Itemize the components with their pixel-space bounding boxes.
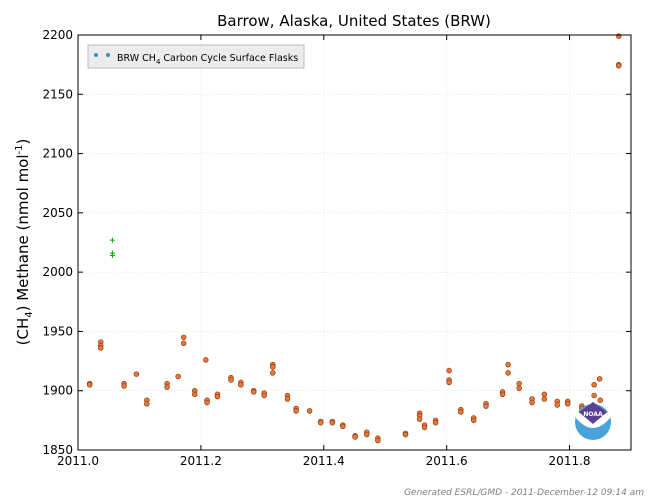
y-tick-label: 1950 — [42, 324, 73, 338]
legend-box — [87, 44, 305, 69]
data-point — [470, 417, 477, 424]
data-point — [180, 340, 187, 347]
logo-text: NOAA — [583, 411, 603, 418]
data-point — [261, 392, 267, 399]
data-point — [615, 63, 622, 69]
y-axis-label: (CH4) Methane (nmol mol-1) — [14, 139, 35, 346]
data-point — [505, 370, 511, 376]
data-point — [421, 424, 428, 431]
data-point — [175, 373, 181, 380]
data-point — [516, 385, 522, 392]
data-point — [505, 361, 511, 368]
chart-title: Barrow, Alaska, United States (BRW) — [217, 12, 491, 30]
data-point — [144, 401, 150, 407]
data-point — [402, 431, 409, 438]
data-point — [375, 437, 381, 444]
data-point — [458, 409, 464, 415]
x-tick-label: 2011.4 — [303, 454, 345, 468]
data-point — [364, 431, 370, 438]
data-point — [541, 391, 548, 398]
data-point — [591, 382, 597, 388]
data-point — [329, 419, 336, 426]
y-tick-label: 2200 — [42, 28, 73, 42]
data-point — [214, 393, 221, 400]
data-point — [228, 377, 234, 383]
legend-label-pre: BRW CH — [117, 53, 156, 64]
x-tick-label: 2011.0 — [57, 454, 99, 468]
y-tick-label: 2150 — [42, 87, 73, 101]
legend-label: BRW CH4 Carbon Cycle Surface Flasks — [117, 53, 298, 66]
data-point — [191, 391, 198, 398]
data-point — [86, 382, 93, 388]
y-axis-label-sup: -1 — [14, 144, 25, 154]
flagged-data-point — [109, 237, 115, 243]
data-point — [597, 397, 604, 403]
x-tick-label: 2011.8 — [549, 454, 591, 468]
data-point — [416, 416, 423, 422]
data-point — [203, 357, 209, 363]
data-point — [499, 391, 506, 398]
y-tick-label: 2050 — [42, 206, 73, 220]
data-point — [293, 408, 299, 414]
data-point — [164, 384, 170, 390]
data-point — [133, 371, 140, 377]
data-point — [306, 408, 313, 414]
y-tick-label: 1900 — [42, 384, 73, 398]
data-point — [340, 423, 346, 430]
y-tick-label: 1850 — [42, 443, 73, 457]
noaa-logo: NOAA — [575, 402, 611, 440]
data-point — [270, 370, 276, 376]
y-tick-labels: 1850 1900 1950 2000 2050 2100 2150 2200 — [42, 28, 73, 457]
x-tick-labels: 2011.0 2011.2 2011.4 2011.6 2011.8 — [57, 454, 591, 468]
data-point — [250, 389, 257, 395]
legend-marker-dot — [94, 53, 98, 57]
legend-label-sub: 4 — [156, 58, 161, 66]
data-point — [204, 399, 210, 406]
y-axis-label-sub: 4 — [24, 311, 35, 317]
data-point — [541, 396, 548, 402]
y-axis-label-pre: (CH — [14, 318, 32, 346]
y-axis-label-mid: ) Methane (nmol mol — [14, 154, 32, 311]
legend-marker-dot — [106, 53, 110, 57]
y-axis-label-end: ) — [14, 139, 32, 145]
data-point — [596, 376, 603, 382]
data-point — [238, 382, 244, 388]
data-point — [591, 392, 597, 399]
data-point — [516, 380, 522, 387]
plot-frame — [77, 34, 632, 451]
footer-text: Generated ESRL/GMD - 2011-December-12 09… — [404, 488, 644, 498]
grid — [78, 35, 631, 450]
data-point — [554, 402, 561, 408]
data-point — [446, 379, 452, 386]
data-point — [317, 419, 324, 426]
y-tick-label: 2100 — [42, 147, 73, 161]
data-point — [284, 396, 291, 402]
x-tick-label: 2011.2 — [180, 454, 222, 468]
data-point — [180, 334, 187, 341]
axis-ticks — [77, 34, 631, 451]
data-points — [86, 33, 622, 444]
data-point — [97, 345, 104, 351]
data-point — [446, 367, 452, 374]
x-tick-label: 2011.6 — [426, 454, 468, 468]
data-point — [352, 434, 358, 440]
data-point — [483, 403, 489, 409]
legend-label-post: Carbon Cycle Surface Flasks — [160, 53, 298, 64]
flagged-data-point — [109, 253, 115, 259]
logo-bird — [579, 402, 607, 424]
y-tick-label: 2000 — [42, 265, 73, 279]
data-point — [529, 399, 535, 406]
data-point — [432, 419, 439, 426]
legend: BRW CH4 Carbon Cycle Surface Flasks — [87, 44, 305, 69]
data-point — [270, 364, 276, 370]
data-point — [121, 383, 127, 389]
data-point — [564, 401, 571, 407]
